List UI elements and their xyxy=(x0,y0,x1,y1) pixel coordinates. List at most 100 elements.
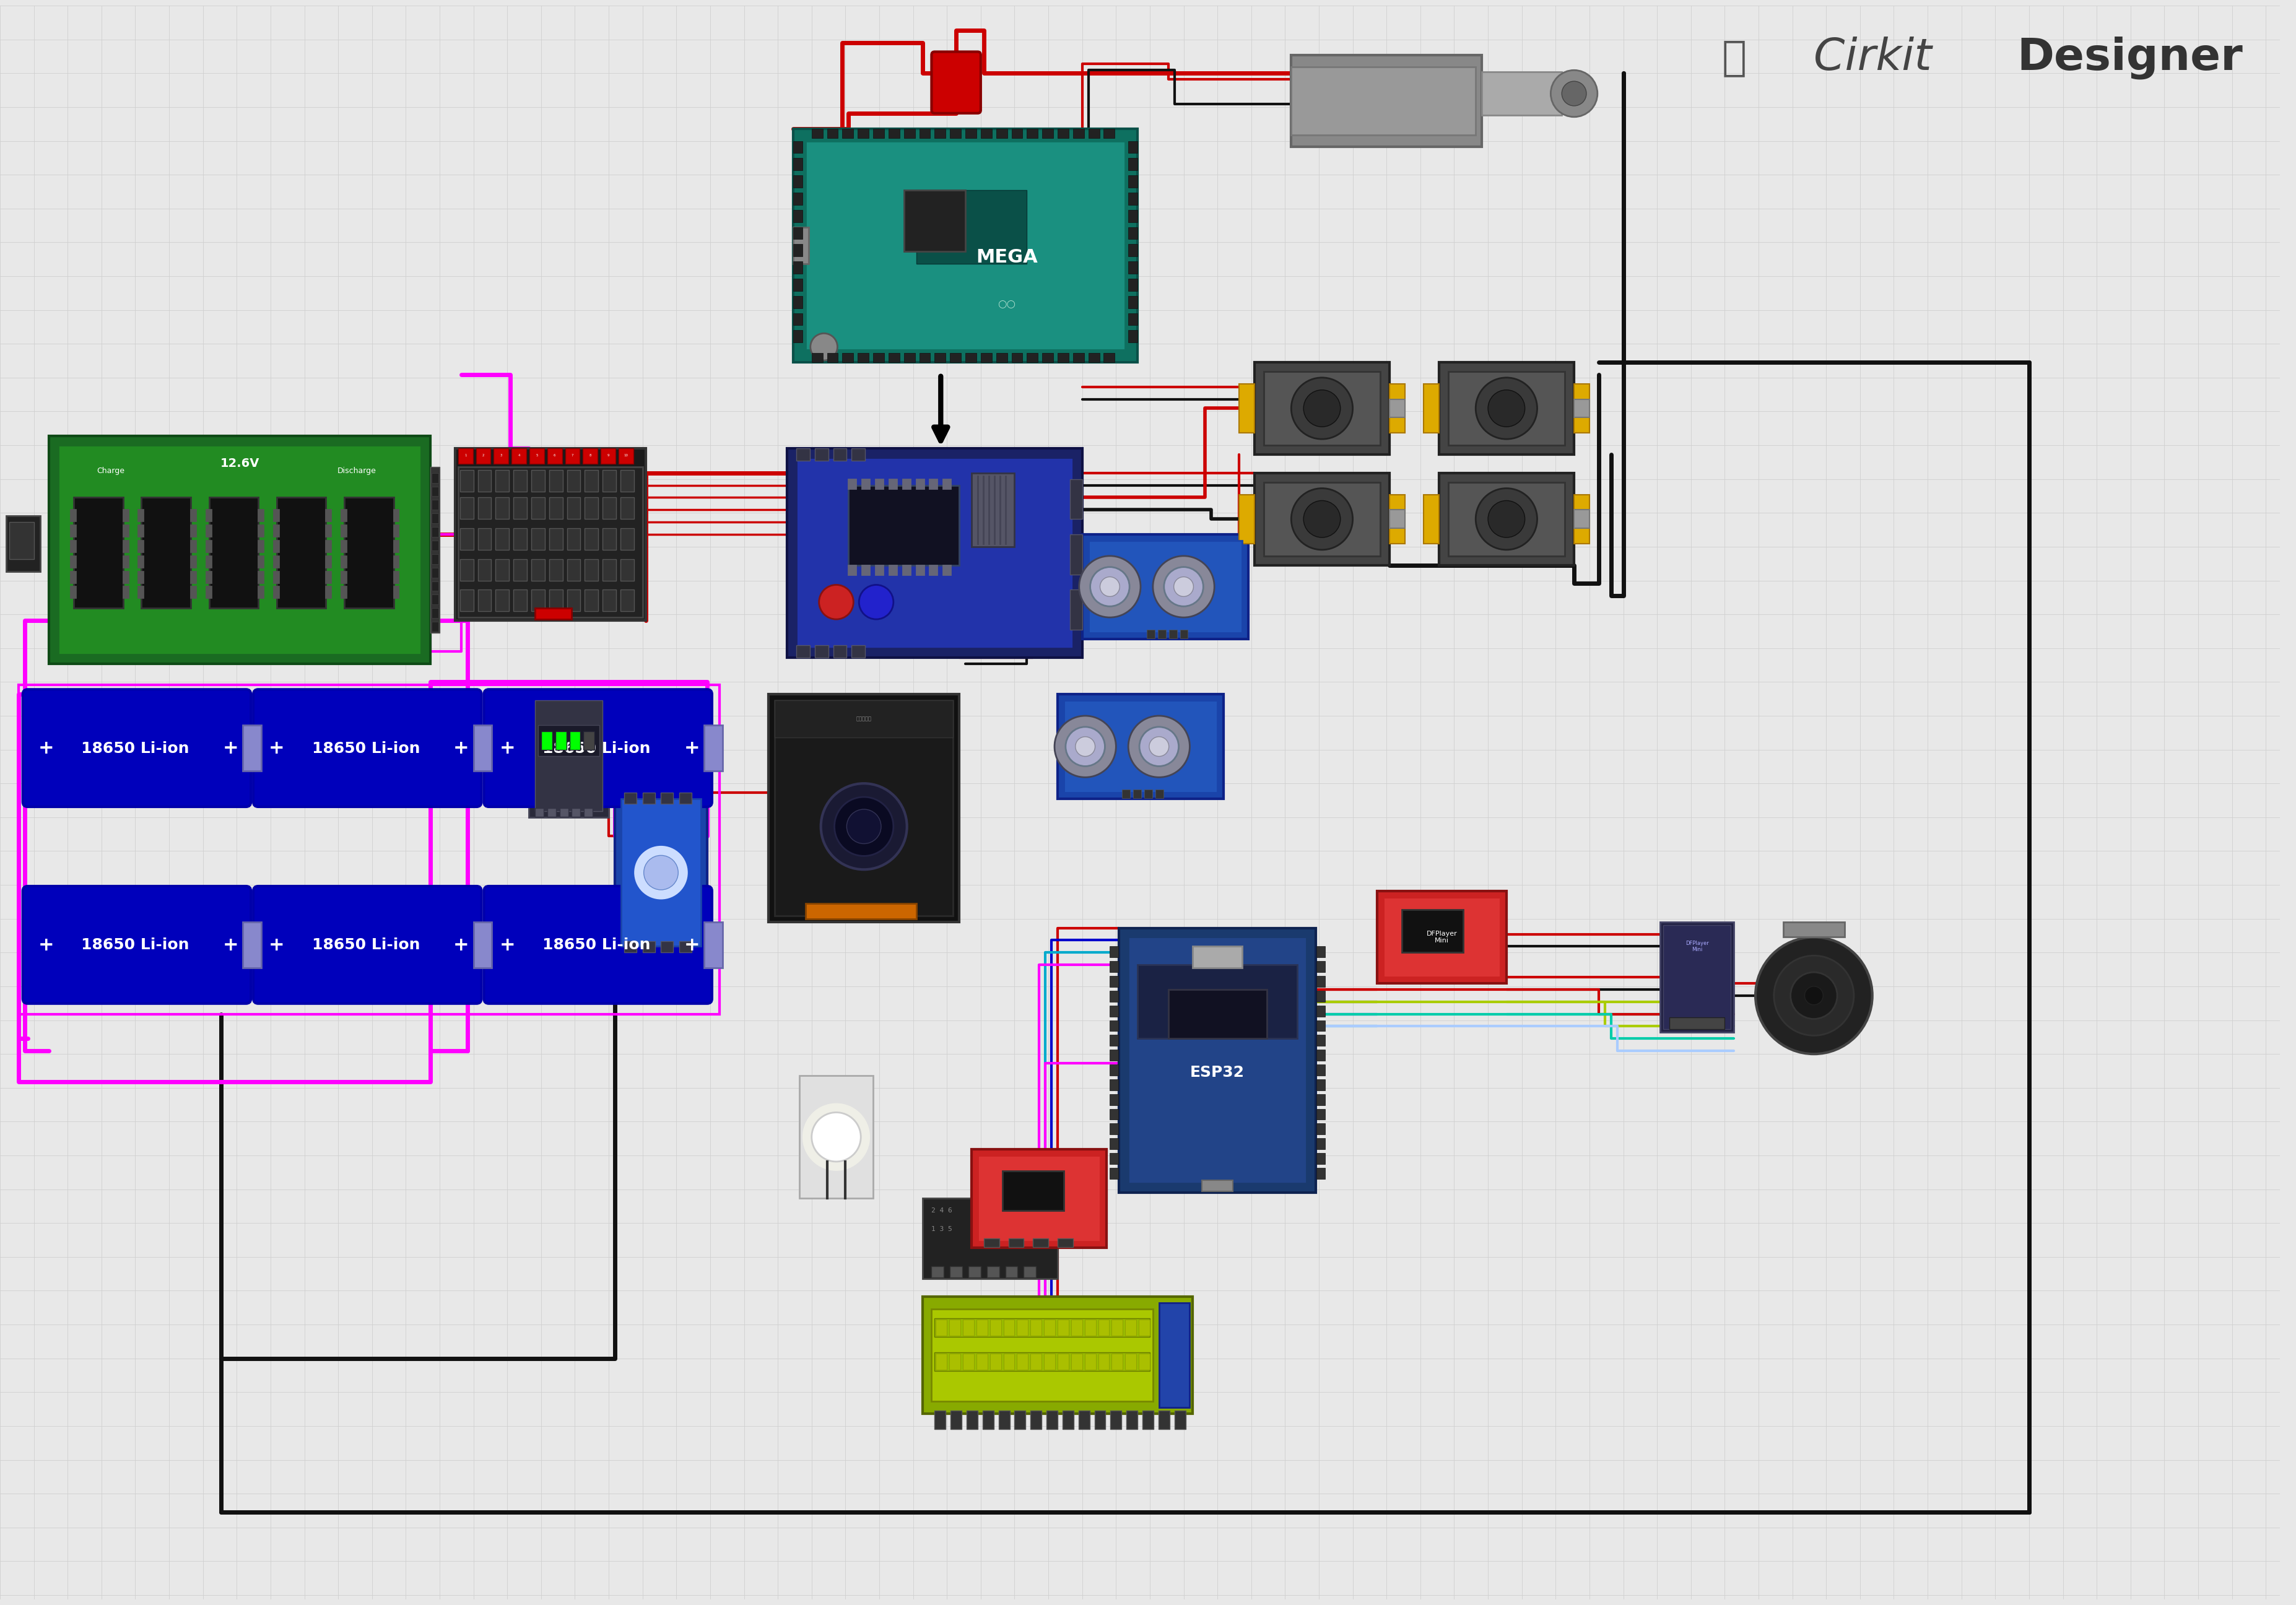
Circle shape xyxy=(801,1103,870,1170)
Bar xyxy=(473,725,491,770)
Bar xyxy=(1254,473,1389,565)
Bar xyxy=(494,448,507,464)
Bar xyxy=(432,514,439,523)
Text: +: + xyxy=(39,936,55,953)
Bar xyxy=(1316,976,1325,987)
Bar xyxy=(1097,1319,1109,1335)
Bar xyxy=(792,226,808,263)
Bar xyxy=(1109,976,1118,987)
Text: Discharge: Discharge xyxy=(338,467,377,475)
Bar xyxy=(478,470,491,491)
Bar xyxy=(1042,128,1054,138)
Circle shape xyxy=(1476,377,1538,440)
Bar xyxy=(602,498,615,518)
Bar xyxy=(1070,478,1081,518)
Bar xyxy=(1109,1005,1118,1016)
Bar xyxy=(1316,961,1325,973)
Bar xyxy=(1203,1180,1233,1191)
Bar xyxy=(1109,1095,1118,1104)
Bar xyxy=(549,470,563,491)
Text: +: + xyxy=(452,740,468,758)
Bar xyxy=(1389,384,1405,433)
Bar xyxy=(556,732,567,750)
Bar xyxy=(827,353,838,363)
Bar xyxy=(792,244,801,257)
Bar xyxy=(478,498,491,518)
Bar xyxy=(1143,790,1153,798)
Bar xyxy=(1316,1005,1325,1016)
Bar xyxy=(625,942,636,952)
Bar xyxy=(257,510,264,522)
Bar xyxy=(1111,1319,1123,1335)
Text: 2 4 6: 2 4 6 xyxy=(932,1207,953,1213)
Bar xyxy=(432,608,439,618)
Bar xyxy=(1109,1168,1118,1178)
Bar xyxy=(1575,510,1589,528)
Bar xyxy=(620,589,634,612)
Bar xyxy=(459,448,473,464)
Bar xyxy=(976,1319,987,1335)
Bar xyxy=(1316,1064,1325,1075)
Bar xyxy=(567,470,581,491)
Bar xyxy=(705,921,723,968)
Bar xyxy=(951,128,962,138)
Bar xyxy=(583,807,592,817)
Bar xyxy=(615,793,707,952)
Bar xyxy=(788,448,1081,658)
Bar xyxy=(496,589,510,612)
Bar xyxy=(850,485,960,565)
Bar xyxy=(792,210,801,221)
Bar xyxy=(1111,1353,1123,1369)
Bar xyxy=(850,478,856,488)
Bar xyxy=(978,1156,1100,1242)
Bar xyxy=(1389,510,1405,528)
Bar xyxy=(969,1266,980,1278)
Bar xyxy=(432,541,439,551)
Bar xyxy=(861,478,870,488)
Bar xyxy=(455,448,645,621)
Bar xyxy=(602,528,615,551)
Bar xyxy=(1575,400,1589,417)
Bar xyxy=(124,525,129,536)
Circle shape xyxy=(1561,82,1587,106)
Bar xyxy=(861,565,870,575)
Bar xyxy=(1378,891,1506,984)
Bar xyxy=(833,448,847,461)
Text: MEGA: MEGA xyxy=(976,249,1038,266)
Bar xyxy=(528,695,608,817)
Bar xyxy=(1109,947,1118,958)
Bar xyxy=(923,1199,1058,1279)
Bar xyxy=(496,470,510,491)
Bar xyxy=(1031,1411,1042,1428)
Bar xyxy=(889,478,895,488)
Bar xyxy=(273,555,278,567)
Bar xyxy=(1662,924,1731,1029)
Circle shape xyxy=(847,809,882,844)
Bar xyxy=(810,128,822,138)
Bar xyxy=(1157,629,1166,639)
Bar xyxy=(1169,989,1267,1038)
Bar xyxy=(937,1319,946,1335)
Bar xyxy=(191,571,195,583)
Bar xyxy=(1316,1079,1325,1090)
Bar xyxy=(1316,1138,1325,1149)
Bar xyxy=(948,1353,960,1369)
Bar xyxy=(1263,482,1380,555)
Bar xyxy=(1026,128,1038,138)
Bar xyxy=(918,128,930,138)
Bar xyxy=(475,448,491,464)
Bar xyxy=(792,226,801,239)
Bar xyxy=(71,555,76,567)
Circle shape xyxy=(1290,377,1352,440)
Bar xyxy=(602,470,615,491)
Bar xyxy=(1127,226,1137,239)
Bar xyxy=(996,128,1008,138)
Bar xyxy=(602,559,615,581)
Bar xyxy=(342,541,347,552)
Bar xyxy=(661,942,673,952)
Bar xyxy=(393,587,400,597)
Bar xyxy=(792,128,1137,363)
Text: ESP32: ESP32 xyxy=(1189,1066,1244,1080)
Bar xyxy=(514,498,528,518)
Bar xyxy=(990,1319,1001,1335)
